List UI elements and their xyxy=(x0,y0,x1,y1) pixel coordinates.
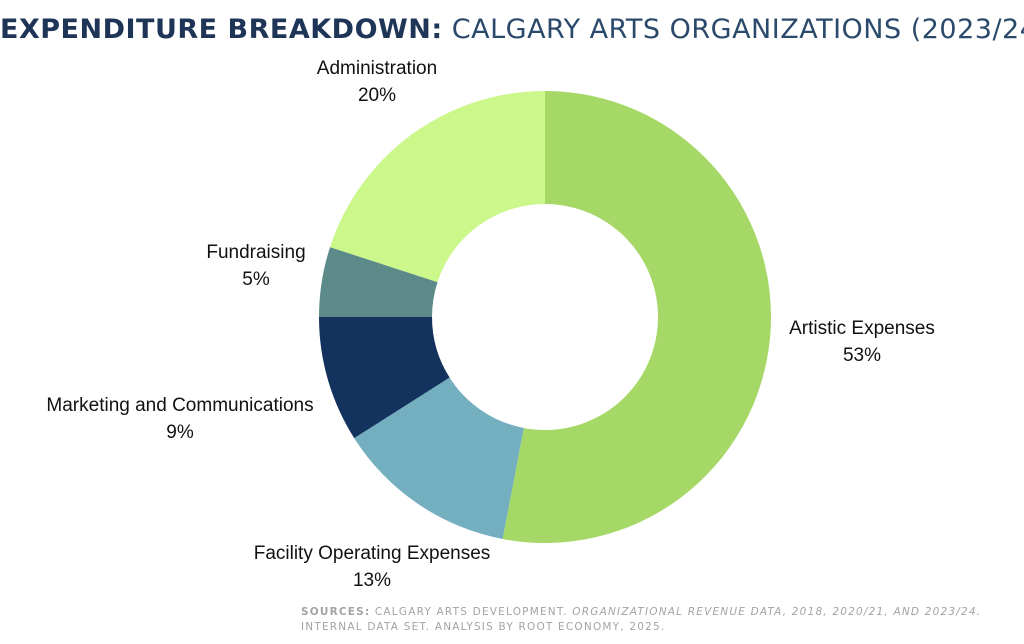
slice-percent-label: 13% xyxy=(353,570,391,591)
slice-administration xyxy=(330,91,545,283)
slice-label: Marketing and Communications xyxy=(46,395,313,416)
slice-marketing-and-communications xyxy=(319,317,450,439)
sources-text: CALGARY ARTS DEVELOPMENT. xyxy=(374,606,568,618)
slice-facility-operating-expenses xyxy=(354,377,524,539)
slice-percent-label: 9% xyxy=(166,422,194,443)
chart-title-bold: EXPENDITURE BREAKDOWN: xyxy=(0,14,443,45)
slice-artistic-expenses xyxy=(502,91,771,543)
sources-text-2: INTERNAL DATA SET. ANALYSIS BY ROOT ECON… xyxy=(301,621,666,633)
chart-title: EXPENDITURE BREAKDOWN: CALGARY ARTS ORGA… xyxy=(0,14,1024,45)
slice-fundraising xyxy=(319,247,438,317)
slice-label: Facility Operating Expenses xyxy=(254,543,491,564)
sources-italic: ORGANIZATIONAL REVENUE DATA, 2018, 2020/… xyxy=(572,606,982,618)
sources-head: SOURCES: xyxy=(301,606,371,618)
slice-label: Artistic Expenses xyxy=(789,318,935,339)
chart-title-light: CALGARY ARTS ORGANIZATIONS (2023/24) xyxy=(451,14,1024,45)
slice-percent-label: 53% xyxy=(843,345,881,366)
slice-percent-label: 5% xyxy=(242,269,270,290)
slice-label: Administration xyxy=(317,58,437,79)
sources-note: SOURCES: CALGARY ARTS DEVELOPMENT. ORGAN… xyxy=(301,605,1021,635)
slice-percent-label: 20% xyxy=(358,85,396,106)
slice-label: Fundraising xyxy=(206,242,305,263)
